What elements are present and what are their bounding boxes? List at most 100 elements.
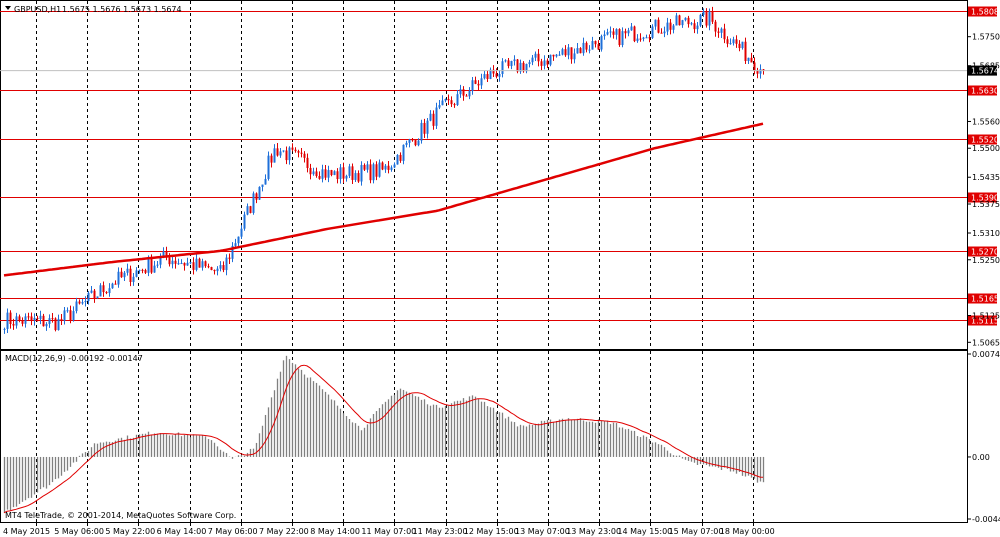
candle-body — [426, 120, 429, 134]
candle-body — [309, 168, 312, 175]
candle-body — [54, 318, 57, 331]
candle-body — [225, 257, 228, 271]
candle-body — [222, 265, 225, 271]
macd-tick-label: 0.00745 — [972, 350, 1000, 359]
candle-body — [210, 267, 213, 271]
candle-body — [393, 164, 396, 168]
candle-body — [108, 288, 111, 294]
time-label: 8 May 14:00 — [310, 527, 360, 536]
candle-body — [72, 311, 75, 321]
candle-body — [366, 164, 369, 170]
price-tick-label: 1.5435 — [972, 173, 1000, 182]
candle-body — [762, 69, 765, 71]
candle-body — [585, 42, 588, 50]
candle-body — [168, 257, 171, 265]
candle-body — [396, 154, 399, 165]
candle-body — [387, 165, 390, 170]
time-label: 12 May 15:00 — [464, 527, 519, 536]
price-tick-label: 1.5310 — [972, 229, 1000, 238]
candle-body — [645, 37, 648, 39]
candle-body — [702, 11, 705, 15]
candle-body — [462, 89, 465, 96]
candle-body — [498, 73, 501, 77]
symbol-label: GBPUSD,H1 — [14, 5, 61, 14]
candle-body — [15, 316, 18, 326]
candle-body — [483, 74, 486, 79]
candle-body — [465, 95, 468, 97]
candle-body — [348, 166, 351, 176]
candle-body — [480, 78, 483, 86]
candle-body — [312, 171, 315, 175]
candle-body — [195, 258, 198, 270]
candle-body — [75, 301, 78, 312]
candle-body — [543, 60, 546, 66]
candle-body — [594, 41, 597, 45]
candle-body — [357, 173, 360, 182]
candle-body — [435, 107, 438, 126]
candle-body — [12, 324, 15, 326]
dropdown-triangle-icon[interactable] — [5, 6, 11, 10]
candle-body — [294, 149, 297, 152]
horizontal-levels[interactable]: 1.5808 1.5630 1.5520 1.5390 1.5270 1.5165 1.51… — [0, 6, 999, 326]
candle-body — [681, 20, 684, 26]
candle-body — [750, 57, 753, 63]
candle-body — [693, 23, 696, 30]
candle-body — [90, 290, 93, 293]
candle-body — [687, 17, 690, 25]
candle-body — [282, 150, 285, 152]
candle-body — [429, 113, 432, 121]
candle-body — [264, 178, 267, 185]
time-label: 5 May 22:00 — [105, 527, 155, 536]
candle-body — [96, 296, 99, 299]
candle-body — [726, 39, 729, 44]
candle-body — [324, 169, 327, 178]
ohlc-label: 1.5675 1.5676 1.5673 1.5674 — [62, 5, 182, 14]
candle-body — [102, 285, 105, 293]
candle-body — [516, 59, 519, 72]
time-axis: 4 May 2015 5 May 06:00 5 May 22:00 6 May 14… — [3, 522, 775, 536]
candle-body — [267, 155, 270, 179]
level-tag — [968, 246, 997, 257]
level-tag — [968, 6, 997, 17]
candle-body — [153, 265, 156, 273]
candle-body — [519, 62, 522, 72]
candle-body — [327, 170, 330, 178]
level-tag — [968, 192, 997, 203]
candle-body — [573, 53, 576, 60]
candle-body — [522, 62, 525, 72]
macd-tick-label: -0.00449 — [972, 515, 1000, 524]
candle-body — [360, 165, 363, 182]
time-label: 4 May 2015 — [3, 527, 50, 536]
candle-body — [597, 44, 600, 50]
candle-body — [336, 171, 339, 180]
candle-body — [456, 94, 459, 105]
candle-body — [495, 73, 498, 77]
candle-body — [600, 36, 603, 50]
candlesticks — [3, 6, 765, 334]
level-tag — [968, 85, 997, 96]
candle-body — [618, 29, 621, 46]
candle-body — [315, 171, 318, 177]
price-tick-label: 1.5750 — [972, 33, 1000, 42]
candle-body — [735, 39, 738, 44]
candle-body — [612, 31, 615, 35]
candle-body — [318, 176, 321, 179]
candle-body — [417, 140, 420, 146]
candle-body — [738, 43, 741, 49]
candle-body — [525, 64, 528, 72]
candle-body — [723, 28, 726, 40]
candle-body — [198, 258, 201, 268]
candle-body — [627, 30, 630, 34]
moving-average-line — [3, 122, 764, 277]
candle-body — [690, 23, 693, 25]
candle-body — [321, 169, 324, 179]
candle-body — [474, 80, 477, 84]
time-label: 11 May 07:00 — [361, 527, 416, 536]
candle-body — [756, 70, 759, 74]
candle-body — [546, 60, 549, 65]
time-label: 18 May 00:00 — [720, 527, 775, 536]
candle-body — [159, 257, 162, 265]
candle-body — [552, 54, 555, 57]
